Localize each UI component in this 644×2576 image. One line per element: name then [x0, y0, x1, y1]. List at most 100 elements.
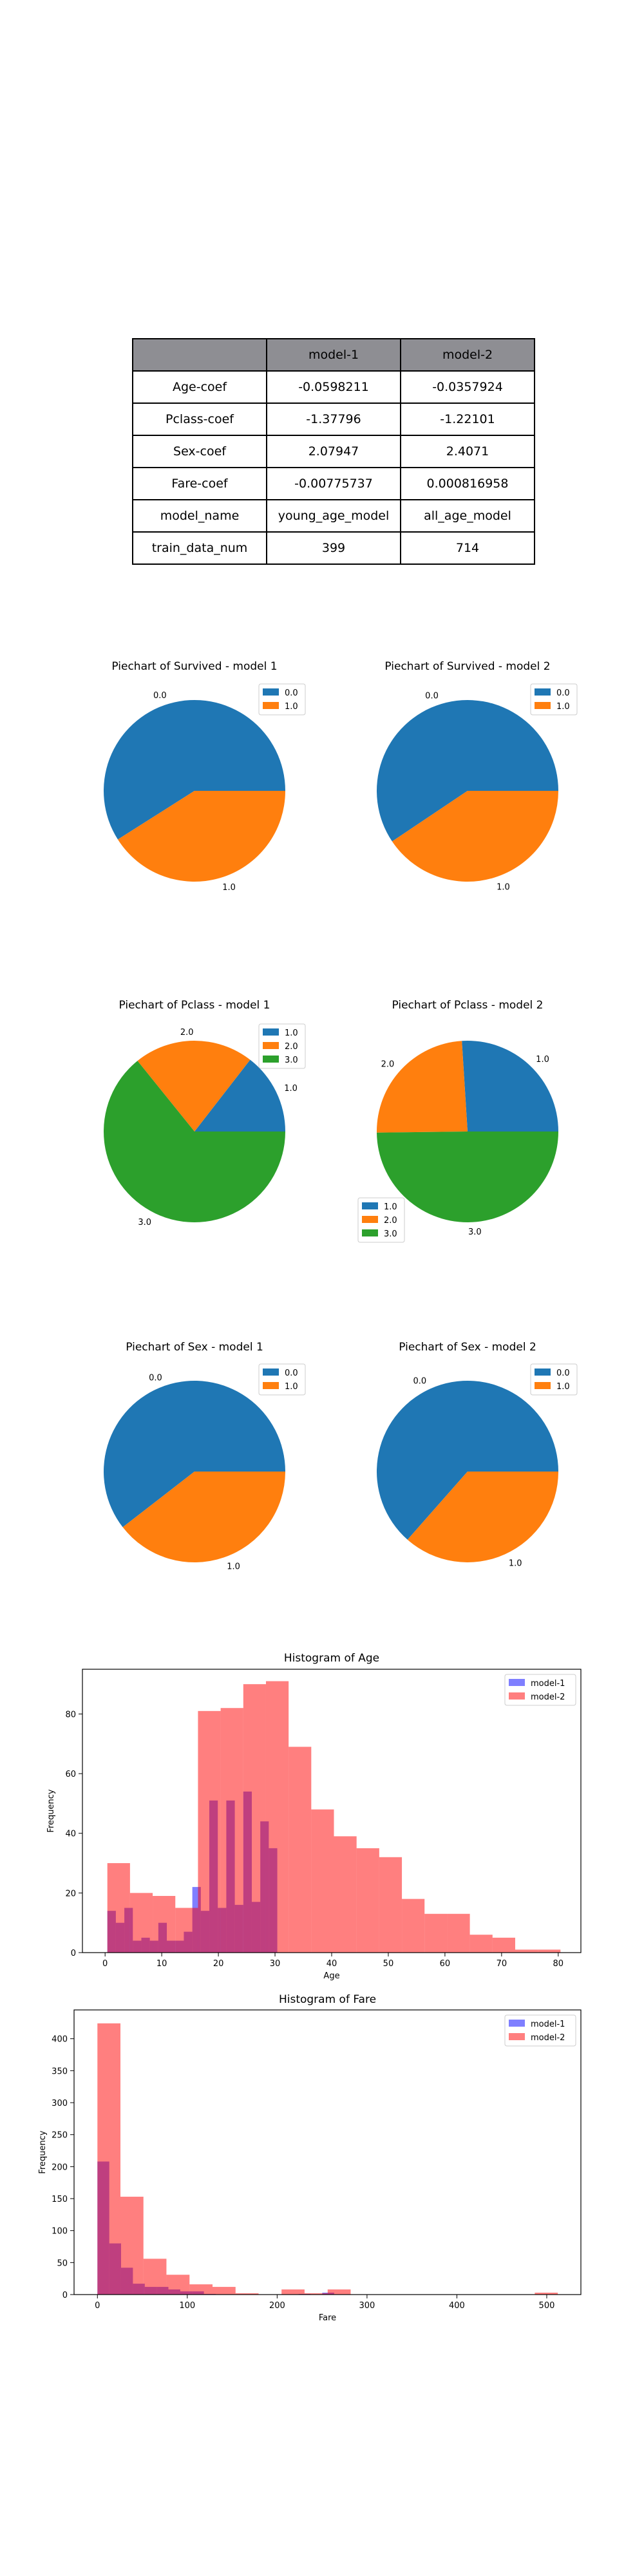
- table-cell: 2.4071: [400, 435, 535, 468]
- histogram-bar: [269, 1848, 278, 1953]
- table-cell: -1.37796: [266, 402, 401, 436]
- x-tick-label: 20: [213, 1959, 224, 1969]
- chart-title: Piechart of Sex - model 1: [126, 1341, 263, 1354]
- histogram-bar: [184, 1931, 193, 1953]
- histogram-bar: [209, 1800, 218, 1953]
- histogram-bar: [175, 1940, 184, 1953]
- legend-swatch: [362, 1216, 378, 1223]
- histogram-bar: [143, 2259, 167, 2295]
- histogram-bar: [158, 1922, 167, 1953]
- legend-swatch: [535, 688, 551, 696]
- pie-slice: [137, 1040, 251, 1132]
- legend-label: model-1: [531, 1679, 565, 1689]
- x-tick-label: 80: [553, 1959, 564, 1969]
- coefficient-table: model-1 model-2 Age-coef -0.0598211 -0.0…: [132, 338, 535, 565]
- histogram-bar: [322, 2293, 334, 2295]
- table-header-cell: model-2: [400, 338, 535, 372]
- histogram-bar: [334, 1836, 357, 1953]
- histogram-bar: [107, 1863, 130, 1953]
- slice-label: 1.0: [284, 1084, 298, 1094]
- y-tick-label: 250: [52, 2131, 68, 2141]
- chart-title: Piechart of Sex - model 2: [399, 1341, 536, 1354]
- legend-label: 1.0: [384, 1202, 397, 1212]
- legend-box: [530, 683, 578, 715]
- table-cell: train_data_num: [132, 531, 267, 565]
- histogram-bar: [220, 1708, 243, 1953]
- legend-label: 1.0: [556, 702, 570, 712]
- histogram-bar: [198, 1710, 221, 1953]
- x-tick-label: 100: [179, 2301, 195, 2311]
- histogram-bar: [469, 1935, 493, 1953]
- pie-slice: [122, 1472, 285, 1562]
- table-row: Age-coef -0.0598211 -0.0357924: [132, 370, 535, 404]
- histogram-bar: [133, 1940, 142, 1953]
- x-tick-label: 0: [95, 2301, 100, 2311]
- histogram-bar: [213, 2287, 236, 2295]
- pie-slice: [462, 1041, 558, 1132]
- table-cell: young_age_model: [266, 499, 401, 533]
- y-tick-label: 300: [52, 2099, 68, 2108]
- histogram-bar: [166, 2275, 190, 2295]
- plot-frame: [73, 2009, 582, 2295]
- table-header-row: model-1 model-2: [132, 338, 535, 372]
- legend-swatch: [263, 1042, 279, 1049]
- table-cell: Pclass-coef: [132, 402, 267, 436]
- histogram-bar: [311, 1809, 334, 1953]
- histogram-bar: [192, 2291, 204, 2295]
- slice-label: 1.0: [222, 883, 236, 893]
- histogram-bar: [289, 1747, 312, 1953]
- histogram-bar: [156, 2287, 169, 2295]
- chart-title: Piechart of Pclass - model 2: [392, 999, 544, 1012]
- y-tick-label: 20: [65, 1889, 76, 1899]
- x-tick-label: 0: [102, 1959, 108, 1969]
- table-cell: Age-coef: [132, 370, 267, 404]
- y-tick-label: 400: [52, 2035, 68, 2045]
- histogram-bar: [515, 1949, 538, 1953]
- legend-swatch: [263, 1028, 279, 1036]
- histogram-bar: [149, 1940, 158, 1953]
- slice-label: 0.0: [413, 1377, 426, 1387]
- legend-label: model-2: [531, 2033, 565, 2043]
- legend-box: [530, 1363, 578, 1396]
- histogram-bar: [535, 2293, 558, 2295]
- legend-swatch: [509, 1679, 525, 1686]
- histogram-bar: [97, 2023, 121, 2295]
- legend-swatch: [535, 1368, 551, 1376]
- legend-box: [357, 1197, 405, 1243]
- y-tick-label: 0: [62, 2291, 68, 2300]
- pie-slice: [377, 1041, 468, 1133]
- histogram-bar: [298, 2294, 311, 2295]
- pie-slice: [103, 699, 286, 840]
- histogram-bar: [109, 2243, 121, 2295]
- histogram-bar: [107, 1911, 116, 1953]
- table-cell: model_name: [132, 499, 267, 533]
- legend-label: 3.0: [384, 1229, 397, 1239]
- table-cell: 399: [266, 531, 401, 565]
- histogram-bar: [189, 2284, 213, 2295]
- legend-box: [504, 2014, 576, 2047]
- chart-title: Piechart of Survived - model 1: [111, 660, 277, 673]
- legend-swatch: [362, 1202, 378, 1209]
- table-cell: -1.22101: [400, 402, 535, 436]
- histogram-bar: [304, 2293, 328, 2295]
- x-tick-label: 500: [539, 2301, 555, 2311]
- histogram-bar: [492, 1937, 515, 1953]
- legend-label: 3.0: [285, 1056, 298, 1065]
- x-tick-label: 10: [156, 1959, 167, 1969]
- legend-swatch: [263, 1056, 279, 1063]
- pie-slice: [103, 1061, 285, 1222]
- pie-slice: [117, 791, 285, 882]
- slice-label: 1.0: [536, 1055, 549, 1065]
- slice-label: 1.0: [227, 1562, 240, 1572]
- y-tick-label: 150: [52, 2195, 68, 2204]
- y-tick-label: 0: [71, 1949, 76, 1958]
- histogram-bar: [379, 1857, 402, 1953]
- x-axis-label: Fare: [319, 2313, 336, 2323]
- table-row: Fare-coef -0.00775737 0.000816958: [132, 467, 535, 500]
- legend-swatch: [509, 1692, 525, 1700]
- table-cell: 714: [400, 531, 535, 565]
- histogram-bar: [243, 1684, 266, 1953]
- pie-slice: [377, 1132, 558, 1222]
- histogram-bar: [115, 1922, 125, 1953]
- x-tick-label: 40: [327, 1959, 337, 1969]
